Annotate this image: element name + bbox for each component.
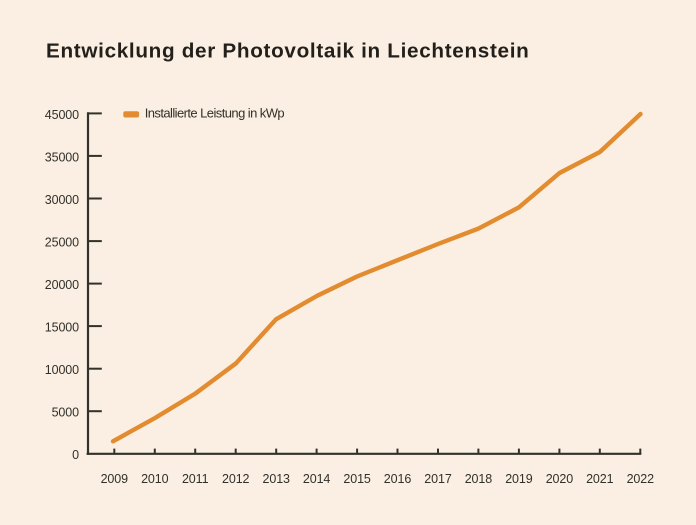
svg-text:2014: 2014 bbox=[303, 472, 331, 486]
svg-text:2010: 2010 bbox=[141, 472, 169, 486]
svg-text:2021: 2021 bbox=[586, 472, 614, 486]
svg-text:10000: 10000 bbox=[45, 363, 79, 377]
svg-text:35000: 35000 bbox=[45, 150, 79, 164]
svg-text:2012: 2012 bbox=[222, 472, 250, 486]
svg-text:2011: 2011 bbox=[182, 472, 209, 486]
svg-text:0: 0 bbox=[72, 448, 79, 462]
svg-text:5000: 5000 bbox=[52, 406, 80, 420]
svg-text:2009: 2009 bbox=[101, 472, 129, 486]
svg-text:2013: 2013 bbox=[262, 472, 290, 486]
svg-text:2016: 2016 bbox=[384, 472, 412, 486]
svg-text:2022: 2022 bbox=[627, 472, 655, 486]
svg-text:2019: 2019 bbox=[505, 472, 533, 486]
svg-text:30000: 30000 bbox=[45, 193, 79, 207]
svg-text:2017: 2017 bbox=[424, 472, 452, 486]
svg-text:25000: 25000 bbox=[45, 236, 79, 250]
svg-text:20000: 20000 bbox=[45, 278, 79, 292]
svg-text:Entwicklung der Photovoltaik i: Entwicklung der Photovoltaik in Liechten… bbox=[46, 39, 529, 62]
svg-text:Installierte Leistung in kWp: Installierte Leistung in kWp bbox=[145, 106, 285, 121]
svg-text:15000: 15000 bbox=[45, 321, 79, 335]
svg-text:2015: 2015 bbox=[343, 472, 371, 486]
svg-text:2018: 2018 bbox=[465, 472, 493, 486]
svg-text:2020: 2020 bbox=[546, 472, 574, 486]
svg-text:45000: 45000 bbox=[45, 108, 79, 122]
